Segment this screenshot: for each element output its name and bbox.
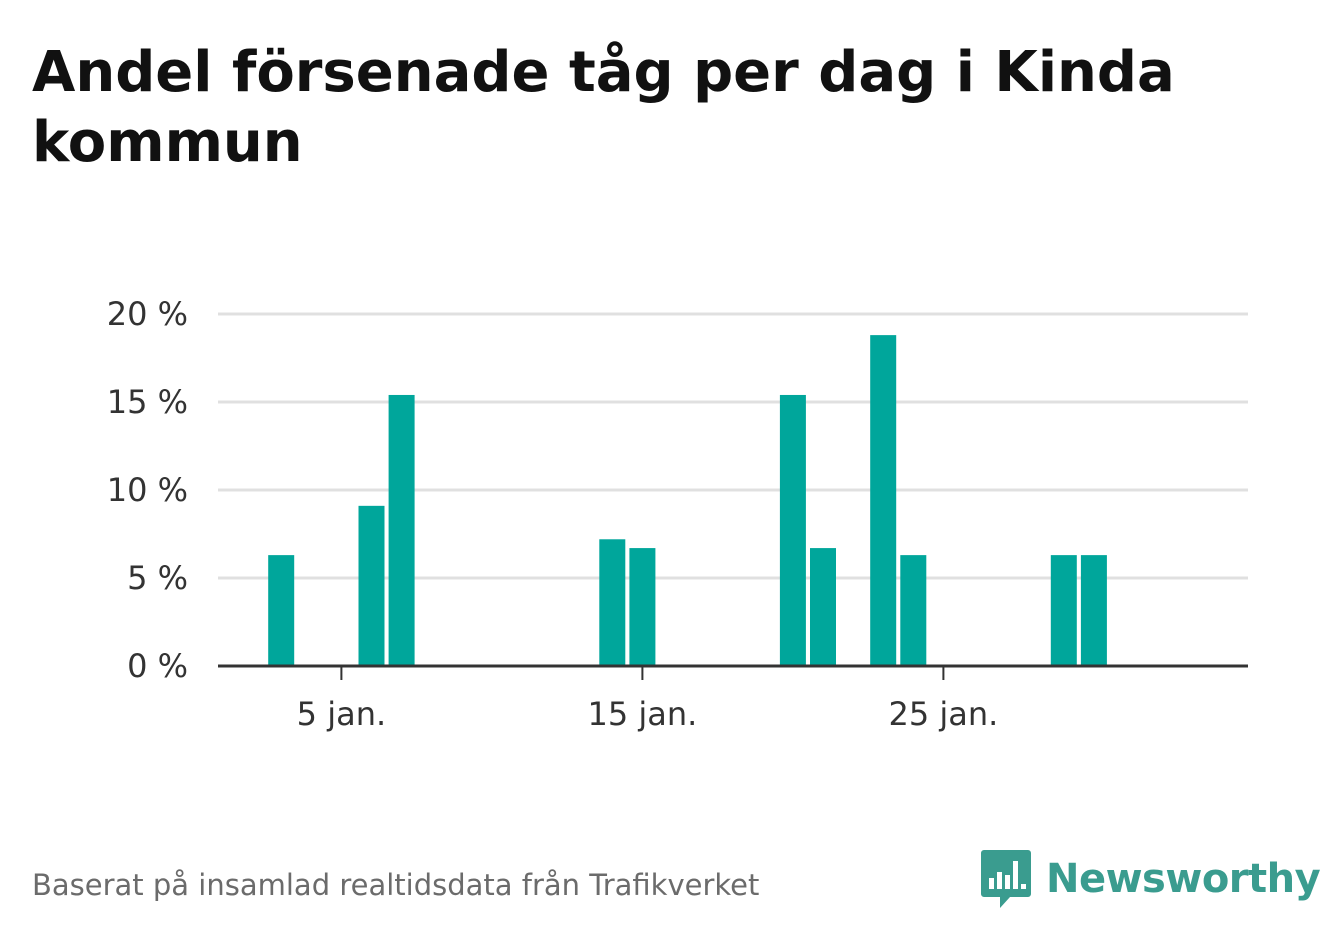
bar — [629, 548, 656, 666]
bar — [779, 394, 806, 666]
x-axis-ticks: 5 jan. 15 jan. 25 jan. — [297, 666, 998, 733]
y-tick-label: 0 % — [127, 647, 188, 685]
bar-chart: 0 % 5 % 10 % 15 % 20 % 5 jan. 15 jan. 25 jan. — [107, 295, 1248, 733]
bar — [870, 335, 897, 666]
source-note: Baserat på insamlad realtidsdata från Tr… — [32, 868, 760, 902]
bar-chart-speech-bubble-icon — [981, 850, 1031, 908]
brand-logo: Newsworthy — [980, 848, 1321, 910]
x-tick-label: 25 jan. — [888, 695, 998, 733]
x-tick-label: 15 jan. — [587, 695, 697, 733]
y-axis-ticks: 0 % 5 % 10 % 15 % 20 % — [107, 295, 188, 685]
x-tick-label: 5 jan. — [297, 695, 386, 733]
brand-name: Newsworthy — [1046, 856, 1321, 902]
bar — [810, 548, 836, 666]
bar — [388, 394, 415, 666]
chart-title: Andel försenade tåg per dag i Kinda komm… — [32, 40, 1175, 175]
bar — [599, 539, 626, 666]
y-tick-label: 15 % — [107, 383, 188, 421]
bar — [358, 505, 385, 666]
bar — [900, 555, 927, 666]
y-tick-label: 10 % — [107, 471, 188, 509]
bar — [268, 555, 295, 666]
y-tick-label: 20 % — [107, 295, 188, 333]
bar — [1080, 555, 1107, 666]
bar — [1050, 555, 1077, 666]
bars — [268, 335, 1107, 666]
y-tick-label: 5 % — [127, 559, 188, 597]
